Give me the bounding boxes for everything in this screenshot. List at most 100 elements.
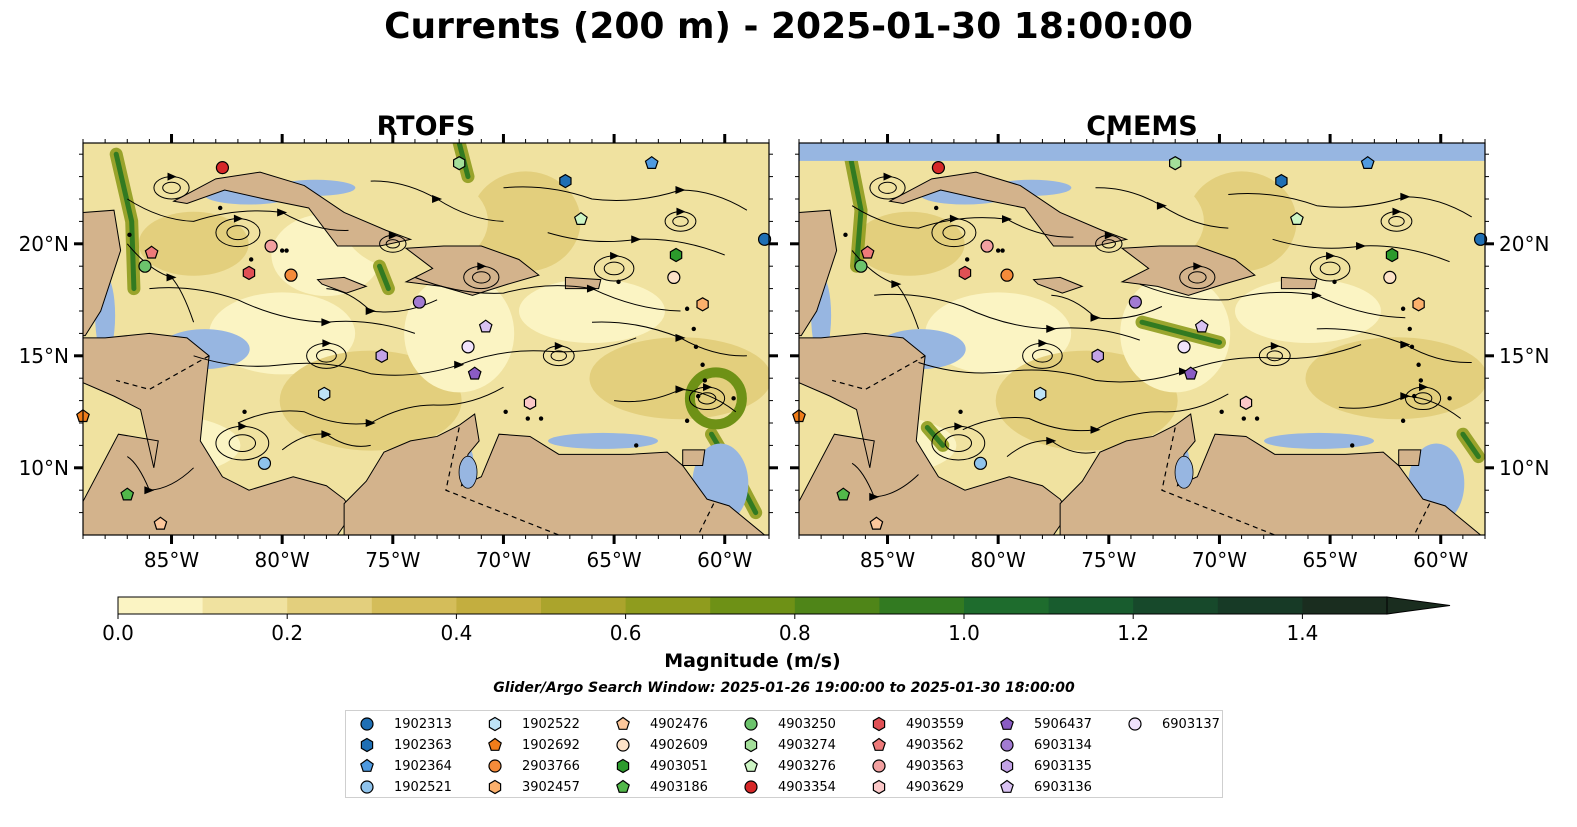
legend-item-1902364: 1902364: [354, 756, 452, 776]
eddy-streamline: [1266, 350, 1283, 362]
small-island: [1241, 416, 1246, 421]
legend-label: 4903354: [778, 779, 836, 795]
legend-label: 4902609: [650, 737, 708, 753]
float-4903051: [669, 247, 683, 263]
map-frame: [798, 142, 1486, 536]
float-4902476: [869, 516, 884, 530]
small-island: [503, 409, 508, 414]
streamline-arrow: [365, 419, 376, 427]
eddy-streamline: [1413, 392, 1433, 405]
small-island: [1000, 248, 1005, 253]
streamline-arrow: [322, 339, 332, 348]
streamline: [1228, 193, 1472, 218]
streamline: [414, 276, 681, 312]
streamline: [149, 287, 416, 334]
float-4903562: [860, 245, 875, 259]
float-4903563: [264, 239, 278, 253]
shelf-water: [875, 329, 966, 370]
shelf-water: [811, 275, 832, 356]
eddy-streamline: [228, 434, 257, 453]
land-yucatan: [83, 209, 122, 337]
legend-marker: [616, 716, 630, 730]
shelf-water: [95, 275, 116, 356]
eddy-streamline: [463, 265, 500, 290]
eddy-streamline: [226, 225, 250, 241]
float-1902692: [76, 409, 90, 423]
magnitude-patch: [404, 274, 515, 393]
streamline: [591, 321, 747, 357]
eddy-streamline: [162, 181, 181, 194]
strong-current-band: [373, 259, 395, 296]
country-border: [697, 503, 715, 535]
streamline-arrow: [869, 492, 880, 501]
float-6903137: [461, 340, 475, 354]
eddy-streamline: [215, 425, 270, 461]
float-4903354: [931, 161, 946, 175]
legend-marker: [872, 716, 886, 732]
shelf-water: [423, 436, 474, 481]
eddy-streamline: [1319, 261, 1341, 276]
magnitude-field: [83, 143, 769, 535]
colorbar-segment: [202, 597, 288, 614]
legend-label: 2903766: [522, 758, 580, 774]
x-tick-label: 75°W: [365, 548, 420, 572]
streamline-arrow: [1002, 215, 1013, 224]
legend-label: 4903562: [906, 737, 964, 753]
shelf-water: [275, 179, 356, 196]
streamline-arrow: [1038, 339, 1048, 348]
eddy-streamline: [603, 261, 625, 276]
float-6903136: [478, 319, 493, 333]
small-island: [1416, 362, 1421, 367]
streamline: [326, 288, 438, 313]
legend-marker: [488, 779, 502, 795]
shelf-water: [203, 184, 294, 205]
legend-marker: [488, 759, 502, 773]
float-4902476: [153, 516, 168, 530]
float-4903354: [215, 161, 230, 175]
land-southam: [1059, 413, 1482, 535]
shelf-water: [692, 443, 749, 524]
strong-current-core: [847, 151, 864, 269]
streamline-arrow: [1400, 340, 1411, 349]
eddy-streamline: [1258, 345, 1291, 367]
x-tick-label: 65°W: [586, 548, 641, 572]
strong-current-core: [924, 425, 946, 448]
small-island: [695, 393, 701, 399]
legend-marker: [1000, 738, 1014, 752]
x-tick-label: 80°W: [255, 548, 310, 572]
legend-label: 3902457: [522, 779, 580, 795]
streamline: [1095, 187, 1229, 229]
legend-item-1902363: 1902363: [354, 735, 452, 755]
eddy-streamline: [664, 211, 697, 232]
streamline-arrow: [1419, 383, 1429, 392]
eddy-streamline: [1095, 234, 1123, 253]
eddy-streamline: [869, 176, 906, 200]
legend-marker: [616, 738, 630, 752]
magnitude-patch: [925, 292, 1072, 375]
map-content: [83, 143, 769, 535]
legend-item-2903766: 2903766: [482, 756, 580, 776]
streamline: [1272, 238, 1450, 263]
panel-title: CMEMS: [1086, 111, 1197, 142]
colorbar: 0.0 0.2 0.4 0.6 0.8 1.0 1.2 1.4: [102, 596, 1451, 645]
strong-current-band: [109, 147, 141, 296]
legend-label: 4902476: [650, 716, 708, 732]
streamline-arrow: [1104, 231, 1114, 240]
streamline: [237, 386, 504, 425]
streamline: [1051, 294, 1163, 320]
colorbar-tick-label: 0.4: [440, 621, 472, 645]
small-island: [634, 443, 639, 448]
eddy-streamline: [1101, 239, 1116, 249]
colorbar-segment: [541, 597, 627, 614]
eddy-streamline: [1309, 255, 1351, 282]
float-1902521: [973, 456, 988, 470]
float-1902521: [257, 456, 272, 470]
streamline: [503, 186, 748, 211]
legend-item-4903559: 4903559: [866, 714, 964, 734]
legend-item-4903562: 4903562: [866, 735, 964, 755]
legend-marker: [616, 779, 630, 793]
strong-current-core: [113, 151, 137, 292]
streamline-arrow: [238, 422, 248, 431]
streamline-arrow: [321, 318, 332, 327]
streamline-arrow: [610, 251, 620, 260]
